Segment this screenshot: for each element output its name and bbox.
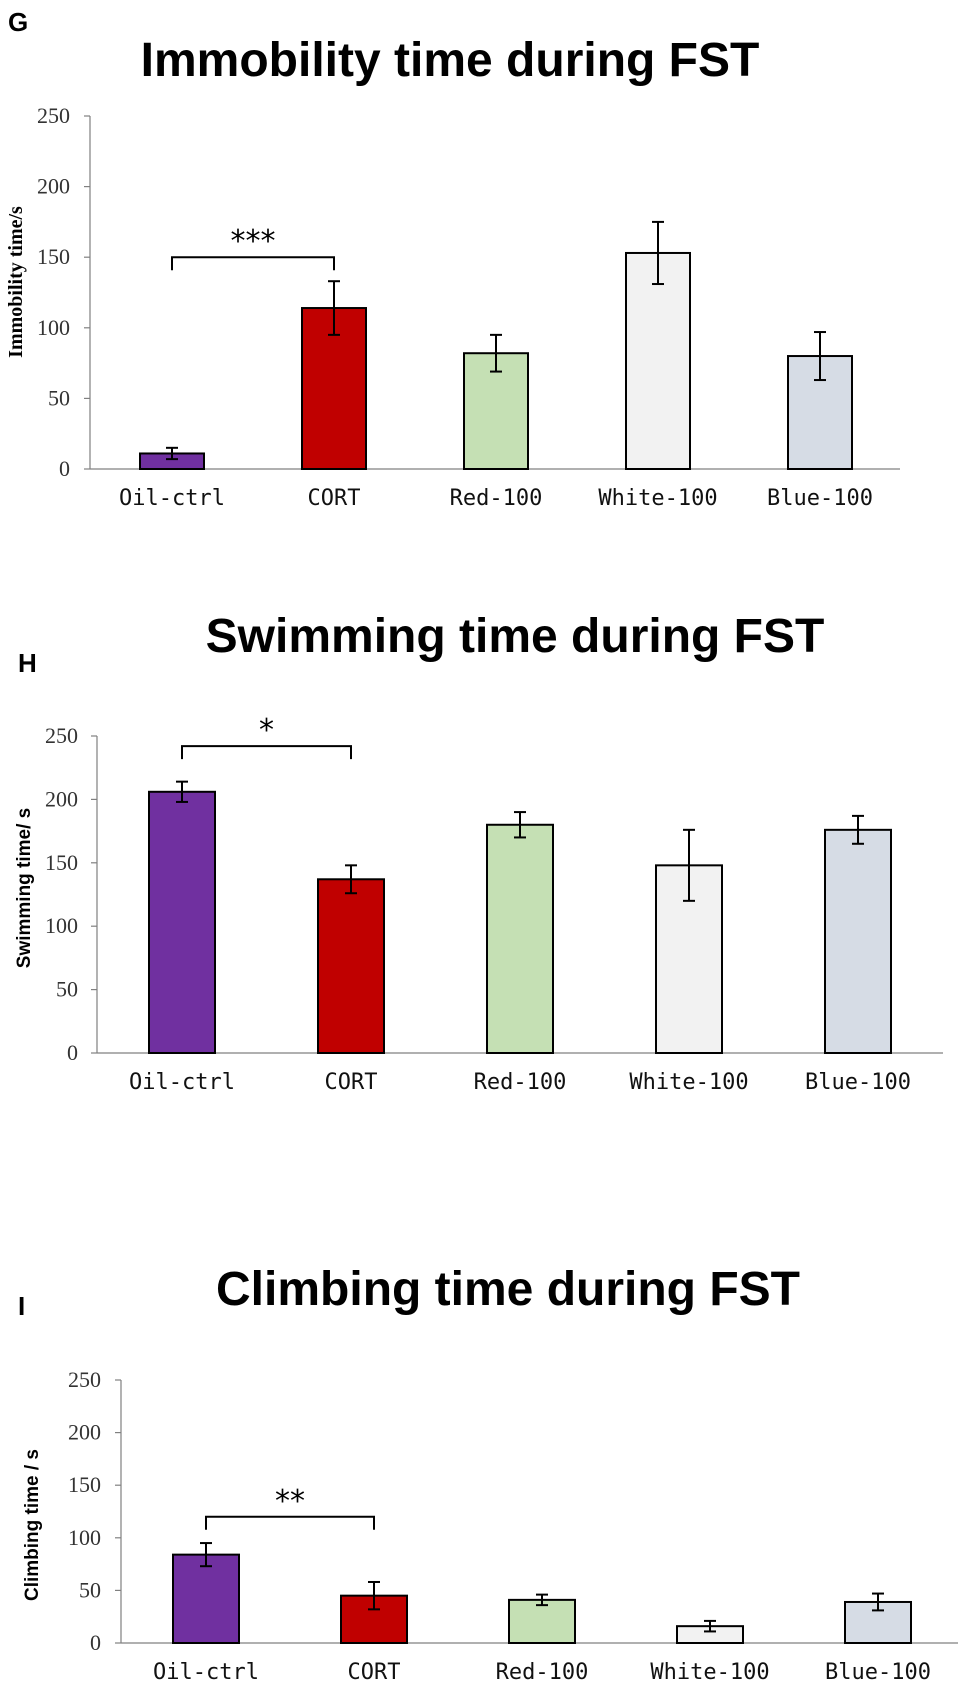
bar-red-100: [508, 1598, 576, 1645]
chart-title: Immobility time during FST: [141, 34, 760, 87]
bar-red-100: [463, 352, 529, 470]
y-tick-label: 150: [45, 850, 78, 875]
x-tick-label: Red-100: [474, 1070, 567, 1095]
x-tick-label: Blue-100: [805, 1070, 911, 1095]
y-axis-label: Swimming time/ s: [14, 808, 35, 968]
y-tick-label: 150: [68, 1472, 101, 1497]
x-tick-label: Red-100: [450, 486, 543, 511]
y-tick-label: 250: [68, 1367, 101, 1392]
y-tick-label: 100: [37, 315, 70, 340]
chart-title: Climbing time during FST: [216, 1263, 800, 1316]
x-tick-label: Blue-100: [825, 1660, 931, 1685]
x-tick-label: CORT: [308, 486, 361, 511]
x-tick-label: Red-100: [496, 1660, 589, 1685]
bar-blue-100: [824, 828, 892, 1054]
x-tick-label: Oil-ctrl: [119, 486, 225, 511]
y-tick-label: 50: [79, 1577, 101, 1602]
chart-swimming: H Swimming time during FST Swimming time…: [14, 610, 943, 1095]
chart-climbing: I Climbing time during FST Climbing time…: [18, 1263, 958, 1685]
y-tick-label: 250: [45, 723, 78, 748]
y-tick-label: 50: [48, 385, 70, 410]
panel-letter: I: [18, 1291, 25, 1321]
x-tick-label: White-100: [650, 1660, 769, 1685]
bar-red-100: [486, 823, 554, 1055]
y-axis-label: Climbing time / s: [22, 1449, 43, 1601]
x-tick-label: CORT: [325, 1070, 378, 1095]
significance-label: *: [259, 713, 274, 748]
chart-title: Swimming time during FST: [206, 610, 825, 663]
x-tick-label: Oil-ctrl: [129, 1070, 235, 1095]
bar-white-100: [625, 251, 691, 470]
y-tick-label: 0: [67, 1040, 78, 1065]
y-tick-label: 100: [45, 913, 78, 938]
x-tick-label: CORT: [348, 1660, 401, 1685]
significance-bracket: [205, 1515, 375, 1530]
significance-label: **: [275, 1484, 305, 1519]
x-tick-label: Oil-ctrl: [153, 1660, 259, 1685]
y-tick-label: 250: [37, 103, 70, 128]
chart-immobility: G Immobility time during FST Immobility …: [5, 7, 900, 511]
x-tick-label: White-100: [598, 486, 717, 511]
y-tick-label: 100: [68, 1525, 101, 1550]
y-tick-label: 200: [45, 786, 78, 811]
x-tick-label: Blue-100: [767, 486, 873, 511]
x-tick-label: White-100: [629, 1070, 748, 1095]
y-tick-label: 0: [90, 1630, 101, 1655]
y-tick-label: 0: [59, 456, 70, 481]
significance-bracket: [181, 745, 352, 760]
y-tick-label: 200: [37, 174, 70, 199]
significance-label: ***: [231, 224, 276, 259]
y-tick-label: 200: [68, 1420, 101, 1445]
panel-letter: G: [8, 7, 28, 37]
y-tick-label: 150: [37, 244, 70, 269]
panel-letter: H: [18, 648, 37, 678]
y-axis-label: Immobility time/s: [5, 206, 27, 358]
y-tick-label: 50: [56, 977, 78, 1002]
bar-oil-ctrl: [172, 1553, 240, 1644]
bar-cort: [317, 878, 385, 1054]
bar-oil-ctrl: [148, 790, 216, 1054]
significance-bracket: [171, 256, 335, 271]
